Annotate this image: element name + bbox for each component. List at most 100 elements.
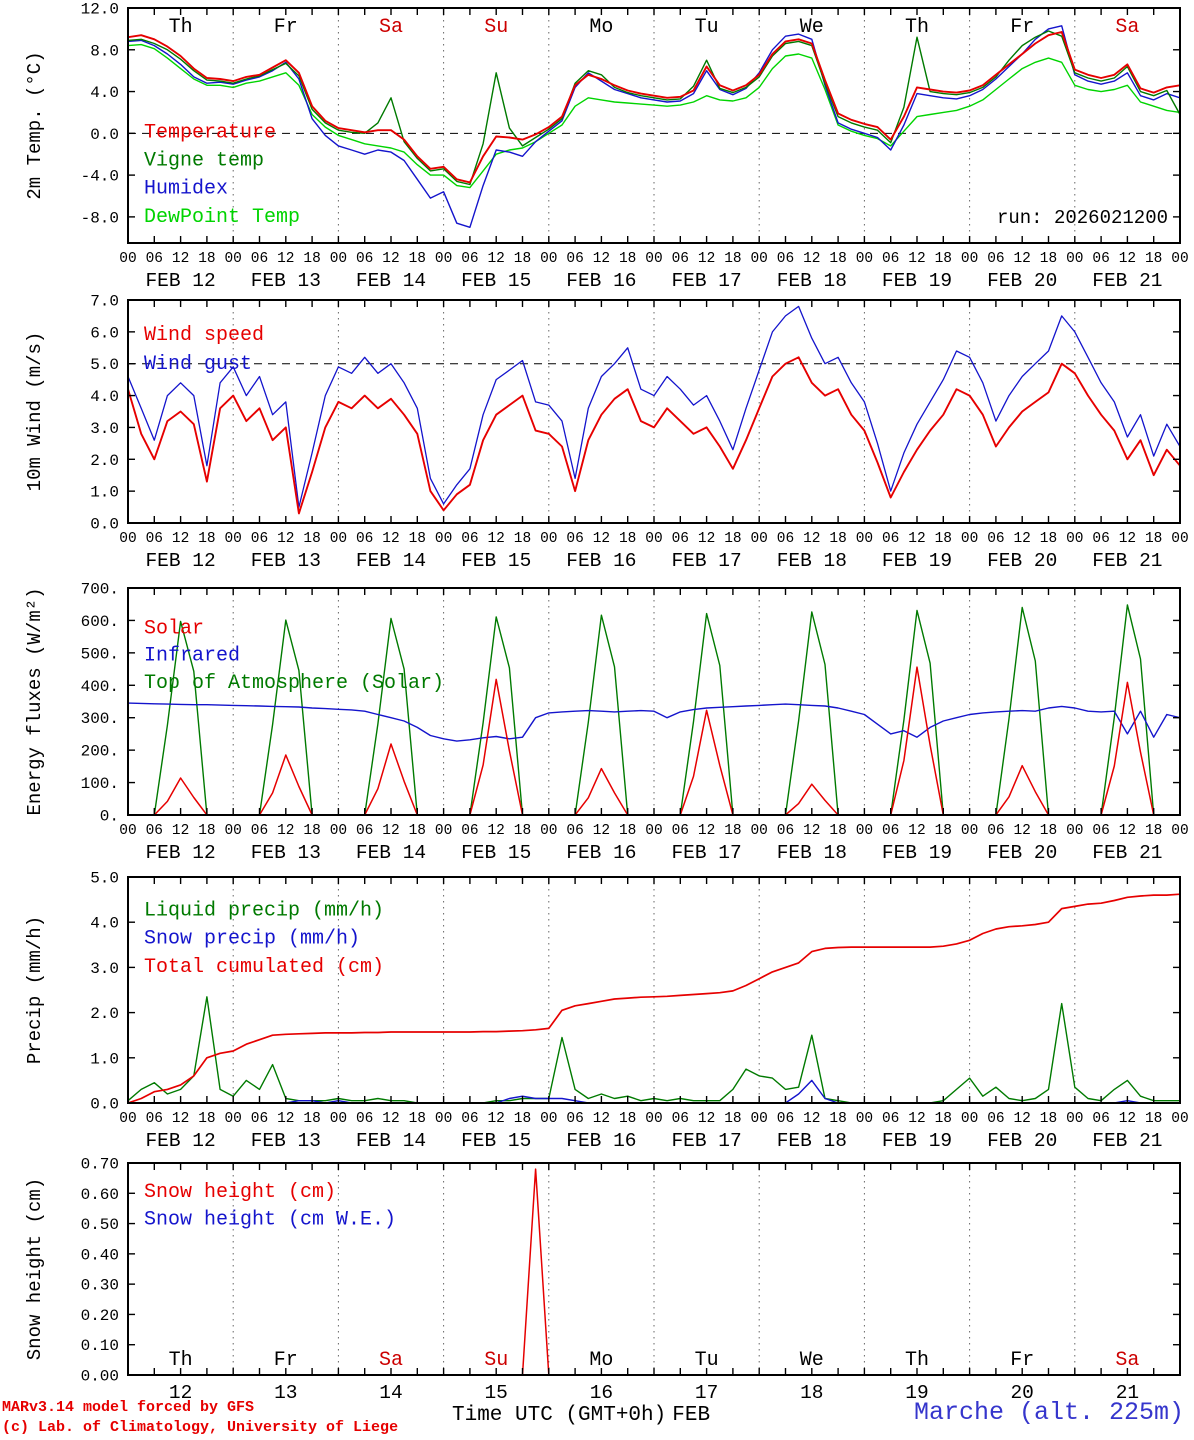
hour-tick-label: 00 (645, 531, 662, 547)
date-label: FEB 19 (882, 550, 952, 572)
hour-tick-label: 06 (356, 823, 373, 839)
legend-snow-height-cm-: Snow height (cm) (144, 1181, 336, 1204)
hour-tick-label: 00 (435, 251, 452, 267)
date-label: FEB 17 (671, 1130, 741, 1152)
hour-tick-label: 00 (1066, 531, 1083, 547)
hour-tick-label: 00 (224, 251, 241, 267)
date-label: FEB 19 (882, 1130, 952, 1152)
hour-tick-label: 12 (593, 1111, 610, 1127)
y-axis-title: 10m Wind (m/s) (24, 332, 46, 492)
hour-tick-label: 00 (645, 251, 662, 267)
weekday-label: Su (484, 1349, 508, 1372)
hour-tick-label: 06 (356, 1111, 373, 1127)
hour-tick-label: 12 (908, 1111, 925, 1127)
hour-tick-label: 06 (146, 531, 163, 547)
hour-tick-label: 06 (566, 823, 583, 839)
hour-tick-label: 00 (1171, 823, 1188, 839)
hour-tick-label: 12 (1013, 531, 1030, 547)
y-tick-label: 0.50 (81, 1216, 119, 1234)
hour-tick-label: 18 (409, 531, 426, 547)
hour-tick-label: 06 (1092, 531, 1109, 547)
series-wind-speed (128, 356, 1180, 515)
y-axis-title: Precip (mm/h) (24, 916, 46, 1064)
date-label: FEB 15 (461, 1130, 531, 1152)
date-label: FEB 21 (1092, 270, 1162, 292)
hour-tick-label: 12 (698, 1111, 715, 1127)
hour-tick-label: 18 (935, 251, 952, 267)
hour-tick-label: 06 (146, 251, 163, 267)
hour-tick-label: 12 (1119, 251, 1136, 267)
legend-solar: Solar (144, 617, 204, 640)
hour-tick-label: 18 (1145, 1111, 1162, 1127)
y-tick-label: 0.60 (81, 1186, 119, 1204)
hour-tick-label: 06 (882, 531, 899, 547)
date-label: FEB 17 (671, 270, 741, 292)
series-top-of-atmosphere-solar- (128, 604, 1180, 815)
date-label: FEB 17 (671, 550, 741, 572)
y-tick-label: 0.20 (81, 1307, 119, 1325)
hour-tick-label: 06 (1092, 1111, 1109, 1127)
weekday-label: Th (905, 1349, 929, 1372)
y-tick-label: 100. (81, 775, 119, 793)
weekday-label: We (800, 16, 824, 39)
day-number-label: 16 (590, 1382, 613, 1404)
model-credit: MARv3.14 model forced by GFS (c) Lab. of… (2, 1398, 398, 1438)
date-label: FEB 18 (777, 550, 847, 572)
panel-temperature: 12.0 8.0 4.0 0.0 -4.0 -8.0 00 06 12 18 00 06 12 18 00 0… (24, 1, 1189, 293)
day-number-label: 19 (905, 1382, 928, 1404)
hour-tick-label: 12 (172, 531, 189, 547)
hour-tick-label: 18 (409, 823, 426, 839)
hour-tick-label: 06 (566, 1111, 583, 1127)
hour-tick-label: 06 (672, 531, 689, 547)
hour-tick-label: 18 (619, 251, 636, 267)
hour-tick-label: 00 (645, 1111, 662, 1127)
weekday-label: Sa (379, 1349, 403, 1372)
hour-tick-label: 00 (224, 1111, 241, 1127)
series-group (128, 604, 1180, 815)
legend-wind-speed: Wind speed (144, 324, 264, 347)
model-credit-line2: (c) Lab. of Climatology, University of L… (2, 1419, 399, 1436)
panel-energy-fluxes: 700.600.500.400.300.200.100.0.00 06 12 18 00… (24, 581, 1189, 865)
hour-tick-label: 06 (356, 251, 373, 267)
model-credit-line1: MARv3.14 model forced by GFS (2, 1399, 255, 1416)
y-tick-label: 2.0 (90, 452, 119, 470)
hour-tick-label: 18 (409, 1111, 426, 1127)
hour-tick-label: 00 (1066, 251, 1083, 267)
weekday-label: Mo (589, 1349, 613, 1372)
weekday-label: Th (169, 1349, 193, 1372)
hour-tick-label: 12 (172, 251, 189, 267)
hour-tick-label: 06 (566, 251, 583, 267)
hour-tick-label: 18 (829, 823, 846, 839)
hour-tick-label: 06 (987, 1111, 1004, 1127)
day-number-label: 21 (1116, 1382, 1139, 1404)
hour-tick-label: 06 (777, 1111, 794, 1127)
date-label: FEB 21 (1092, 1130, 1162, 1152)
date-label: FEB 12 (145, 550, 215, 572)
hour-tick-label: 06 (1092, 251, 1109, 267)
hour-tick-label: 12 (698, 823, 715, 839)
hour-tick-label: 18 (514, 1111, 531, 1127)
hour-tick-label: 12 (382, 823, 399, 839)
y-tick-label: 200. (81, 743, 119, 761)
y-axis-title: 2m Temp. (°C) (24, 51, 46, 199)
weekday-label: Sa (1115, 1349, 1139, 1372)
hour-tick-label: 12 (277, 251, 294, 267)
legend-snow-height-cm-w-e-: Snow height (cm W.E.) (144, 1208, 396, 1231)
hour-tick-label: 18 (514, 823, 531, 839)
y-tick-label: 0.40 (81, 1246, 119, 1264)
hour-tick-label: 00 (119, 531, 136, 547)
legend-snow-precip-mm-h-: Snow precip (mm/h) (144, 928, 360, 951)
hour-tick-label: 12 (382, 1111, 399, 1127)
hour-tick-label: 00 (856, 251, 873, 267)
hour-tick-label: 00 (330, 823, 347, 839)
run-label: run: 2026021200 (997, 207, 1168, 229)
hour-tick-label: 00 (961, 1111, 978, 1127)
hour-tick-label: 18 (935, 823, 952, 839)
hour-tick-label: 06 (251, 251, 268, 267)
date-label: FEB 16 (566, 270, 636, 292)
hour-tick-label: 18 (1040, 1111, 1057, 1127)
day-number-label: 18 (800, 1382, 823, 1404)
hour-tick-label: 06 (987, 823, 1004, 839)
hour-tick-label: 06 (461, 823, 478, 839)
weekday-label: Fr (1010, 16, 1034, 39)
